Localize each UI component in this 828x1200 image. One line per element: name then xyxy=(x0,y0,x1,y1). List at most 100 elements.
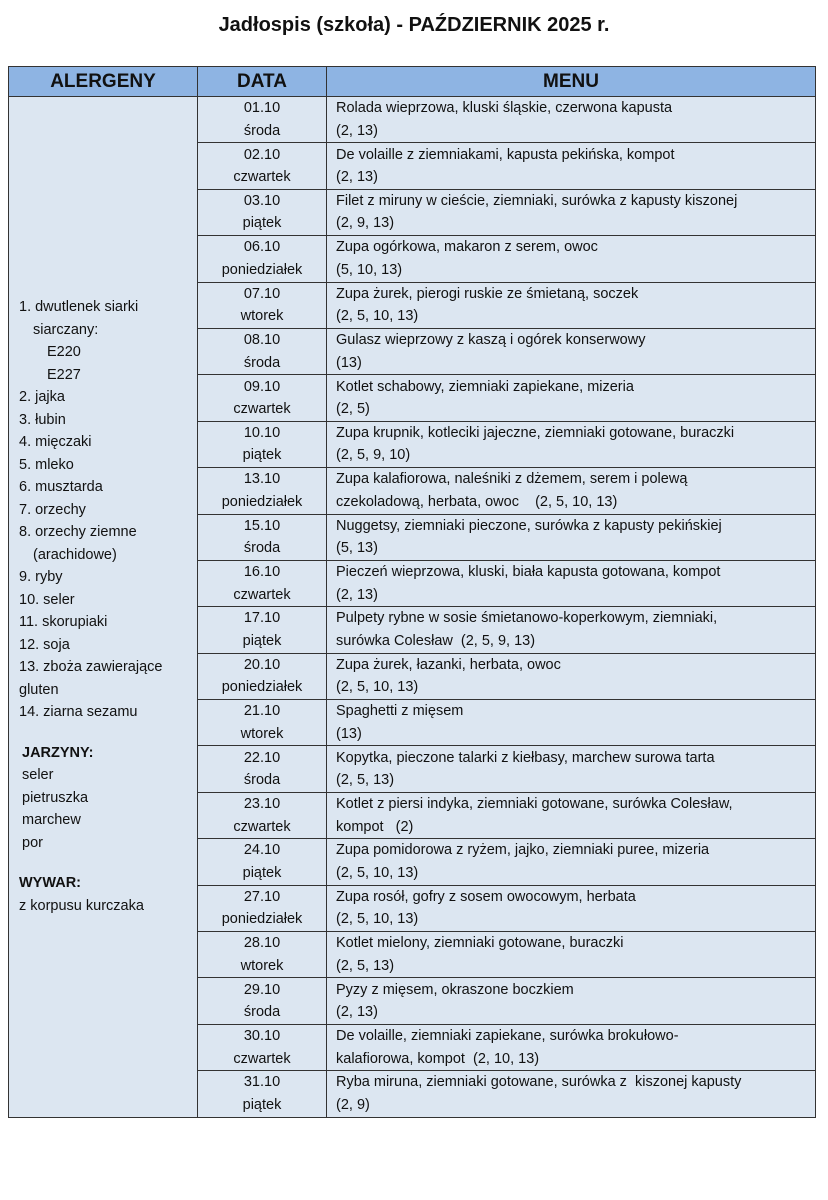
menu-line-2: (2, 5, 13) xyxy=(336,957,395,974)
allergens-cell: 1. dwutlenek siarki siarczany: E220 E227 2. … xyxy=(8,96,198,1118)
weekday: piątek xyxy=(242,864,282,881)
menu-line-1: Zupa rosół, gofry z sosem owocowym, herb… xyxy=(336,888,636,905)
date-cell: 31.10 piątek xyxy=(197,1070,327,1118)
date: 17.10 xyxy=(243,610,281,627)
menu-line-1: Rolada wieprzowa, kluski śląskie, czerwo… xyxy=(336,100,673,117)
date: 29.10 xyxy=(243,981,281,998)
menu-cell: Kopytka, pieczone talarki z kiełbasy, ma… xyxy=(326,745,816,793)
menu-line-2: (2, 5, 10, 13) xyxy=(336,911,419,928)
table-row: 17.10 piątek Pulpety rybne w sosie śmietan… xyxy=(9,606,816,654)
menu-line-1: Zupa ogórkowa, makaron z serem, owoc xyxy=(336,239,598,256)
date-cell: 28.10 wtorek xyxy=(197,931,327,979)
date: 16.10 xyxy=(243,564,281,581)
menu-line-2: (13) xyxy=(336,725,362,742)
date-cell: 03.10 piątek xyxy=(197,188,327,237)
allergen-item: 2. jajka xyxy=(19,389,65,406)
menu-cell: Pyzy z mięsem, okraszone boczkiem (2, 13) xyxy=(326,977,816,1025)
date: 13.10 xyxy=(243,471,281,488)
menu-line-2: (2, 9, 13) xyxy=(336,215,395,232)
menu-cell: Kotlet mielony, ziemniaki gotowane, bura… xyxy=(326,931,816,979)
date-cell: 10.10 piątek xyxy=(197,420,327,469)
allergen-item: 13. zboża zawierające xyxy=(19,659,163,676)
menu-cell: Zupa pomidorowa z ryżem, jajko, ziemniak… xyxy=(326,838,816,886)
menu-line-1: De volaille, ziemniaki zapiekane, surówk… xyxy=(336,1028,679,1044)
menu-cell: Pieczeń wieprzowa, kluski, biała kapusta… xyxy=(326,559,816,608)
header-menu: MENU xyxy=(326,66,816,97)
allergen-item: 12. soja xyxy=(19,636,70,653)
date-cell: 29.10 środa xyxy=(197,977,327,1025)
menu-line-1: Zupa krupnik, kotleciki jajeczne, ziemni… xyxy=(336,424,735,441)
menu-line-2: (2, 5, 10, 13) xyxy=(336,308,419,325)
date-cell: 21.10 wtorek xyxy=(197,699,327,747)
page-title: Jadłospis (szkoła) - PAŹDZIERNIK 2025 r. xyxy=(218,14,610,36)
weekday: czwartek xyxy=(233,401,291,418)
menu-line-2: (2, 13) xyxy=(336,1004,378,1021)
table-row: 24.10 piątek Zupa pomidorowa z ryżem, jajk… xyxy=(9,838,816,886)
menu-line-1: Gulasz wieprzowy z kaszą i ogórek konser… xyxy=(336,332,646,349)
date: 22.10 xyxy=(243,749,281,766)
table-row: 13.10 poniedziałek Zupa kalafiorowa, naleś… xyxy=(9,467,816,515)
menu-cell: Pulpety rybne w sosie śmietanowo-koperko… xyxy=(326,606,816,654)
menu-line-1: Pyzy z mięsem, okraszone boczkiem xyxy=(336,981,574,998)
date-cell: 13.10 poniedziałek xyxy=(197,467,327,515)
broth-title: WYWAR: xyxy=(19,875,82,892)
menu-line-2: (5, 10, 13) xyxy=(336,261,403,278)
menu-line-1: Pulpety rybne w sosie śmietanowo-koperko… xyxy=(336,610,718,627)
table-header: ALERGENY DATA MENU xyxy=(8,66,816,97)
allergen-item: 11. skorupiaki xyxy=(19,614,108,631)
weekday: poniedziałek xyxy=(221,261,303,278)
menu-line-1: Zupa kalafiorowa, naleśniki z dżemem, se… xyxy=(336,471,688,488)
weekday: środa xyxy=(243,540,281,557)
header-date: DATA xyxy=(197,66,327,97)
date: 01.10 xyxy=(243,100,281,117)
menu-line-1: Spaghetti z mięsem xyxy=(336,703,464,720)
date-cell: 24.10 piątek xyxy=(197,838,327,886)
menu-table: ALERGENY DATA MENU 1. dwutlenek siarki si… xyxy=(8,66,816,1118)
allergen-item: 3. łubin xyxy=(19,411,66,428)
menu-cell: Nuggetsy, ziemniaki pieczone, surówka z … xyxy=(326,513,816,561)
allergen-item: 5. mleko xyxy=(19,456,74,473)
table-row: 22.10 środa Kopytka, pieczone talarki z ki… xyxy=(9,745,816,793)
weekday: środa xyxy=(243,772,281,789)
date-cell: 02.10 czwartek xyxy=(197,142,327,190)
table-row: 21.10 wtorek Spaghetti z mięsem (13) xyxy=(9,699,816,747)
date: 27.10 xyxy=(243,888,281,905)
weekday: środa xyxy=(243,354,281,371)
vegetables-title: JARZYNY: xyxy=(22,744,94,761)
weekday: poniedziałek xyxy=(221,493,303,510)
menu-line-1: Kopytka, pieczone talarki z kiełbasy, ma… xyxy=(336,749,715,766)
date: 24.10 xyxy=(243,842,281,859)
menu-line-1: Kotlet z piersi indyka, ziemniaki gotowa… xyxy=(336,796,733,813)
menu-cell: Kotlet z piersi indyka, ziemniaki gotowa… xyxy=(326,791,816,840)
weekday: czwartek xyxy=(233,818,291,835)
table-row: 07.10 wtorek Zupa żurek, pierogi ruskie ze… xyxy=(9,281,816,329)
menu-line-2: surówka Colesław (2, 5, 9, 13) xyxy=(336,632,536,649)
date-cell: 23.10 czwartek xyxy=(197,791,327,840)
table-row: 28.10 wtorek Kotlet mielony, ziemniaki got… xyxy=(9,931,816,979)
allergen-item: 8. orzechy ziemne xyxy=(19,524,137,541)
menu-cell: Zupa żurek, pierogi ruskie ze śmietaną, … xyxy=(326,281,816,329)
allergen-item: gluten xyxy=(19,681,59,698)
date: 10.10 xyxy=(243,424,281,441)
date-cell: 01.10 środa xyxy=(197,95,327,144)
weekday: piątek xyxy=(242,447,282,464)
weekday: poniedziałek xyxy=(221,911,303,928)
table-row: 29.10 środa Pyzy z mięsem, okraszone boczk… xyxy=(9,977,816,1025)
date: 09.10 xyxy=(243,378,281,395)
table-row: 23.10 czwartek Kotlet z piersi indyka, zie… xyxy=(9,791,816,840)
menu-cell: De volaille z ziemniakami, kapusta pekiń… xyxy=(326,142,816,190)
header-allergens: ALERGENY xyxy=(8,66,198,97)
menu-cell: Zupa krupnik, kotleciki jajeczne, ziemni… xyxy=(326,420,816,469)
table-row: 16.10 czwartek Pieczeń wieprzowa, kluski, … xyxy=(9,559,816,608)
menu-cell: Gulasz wieprzowy z kaszą i ogórek konser… xyxy=(326,327,816,376)
date-cell: 06.10 poniedziałek xyxy=(197,235,327,283)
menu-line-2: (2, 5, 10, 13) xyxy=(336,679,419,696)
vegetable-item: pietruszka xyxy=(22,789,89,806)
weekday: piątek xyxy=(242,215,282,232)
weekday: wtorek xyxy=(240,725,284,742)
date: 20.10 xyxy=(243,656,281,673)
menu-line-2: (2, 9) xyxy=(336,1096,370,1113)
menu-cell: Zupa żurek, łazanki, herbata, owoc (2, 5,… xyxy=(326,652,816,701)
table-row: 31.10 piątek Ryba miruna, ziemniaki gotowa… xyxy=(9,1070,816,1118)
broth-text: z korpusu kurczaka xyxy=(19,897,144,914)
